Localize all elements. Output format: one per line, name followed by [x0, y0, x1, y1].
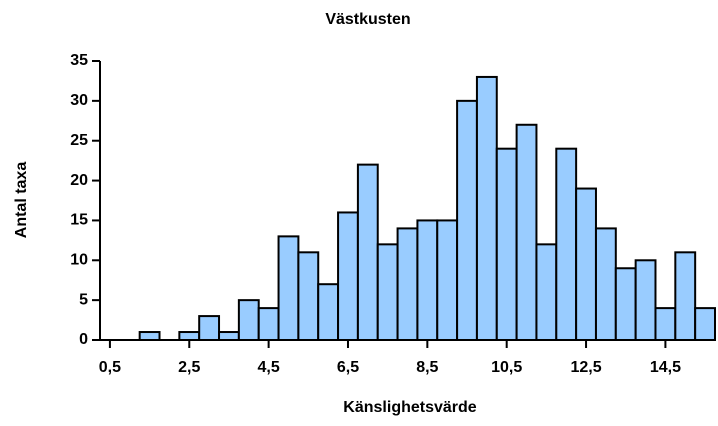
chart-title: Västkusten [325, 11, 410, 28]
bar [614, 267, 637, 341]
bar [138, 331, 161, 341]
bar [436, 219, 459, 341]
y-tick-label: 5 [79, 291, 88, 308]
y-tick-label: 25 [70, 132, 88, 149]
bar [555, 147, 578, 341]
bar [594, 227, 617, 341]
y-tick-label: 15 [70, 212, 88, 229]
x-axis-label: Känslighetsvärde [343, 399, 476, 416]
x-tick-label: 14,5 [650, 359, 681, 376]
bar [317, 283, 340, 342]
bar [654, 307, 677, 342]
y-tick-label: 20 [70, 172, 88, 189]
bar [396, 227, 419, 341]
bar [376, 243, 399, 341]
y-axis-label: Antal taxa [13, 162, 30, 239]
x-tick-label: 10,5 [491, 359, 522, 376]
y-tick-label: 35 [70, 52, 88, 69]
x-tick-label: 6,5 [337, 359, 359, 376]
bar [218, 331, 240, 341]
x-tick-label: 8,5 [416, 359, 438, 376]
bar [416, 219, 439, 341]
bar [257, 307, 280, 342]
bar [475, 75, 498, 341]
bar [356, 163, 379, 341]
bar [634, 259, 657, 341]
bar [297, 251, 320, 341]
y-tick-label: 10 [70, 252, 88, 269]
y-tick-label: 30 [70, 92, 88, 109]
bar [337, 211, 359, 341]
bar [237, 299, 260, 341]
bar [277, 235, 300, 341]
bar [674, 251, 697, 341]
bar [198, 315, 221, 342]
x-tick-label: 2,5 [178, 359, 200, 376]
bar [456, 99, 478, 341]
bar [515, 123, 538, 342]
x-tick-label: 4,5 [258, 359, 280, 376]
bar [694, 307, 717, 342]
y-tick-label: 0 [79, 331, 88, 348]
x-tick-label: 12,5 [570, 359, 601, 376]
bar [495, 147, 518, 341]
bar [535, 243, 558, 341]
bar [178, 331, 201, 341]
x-tick-label: 0,5 [99, 359, 121, 376]
bar [575, 187, 597, 341]
